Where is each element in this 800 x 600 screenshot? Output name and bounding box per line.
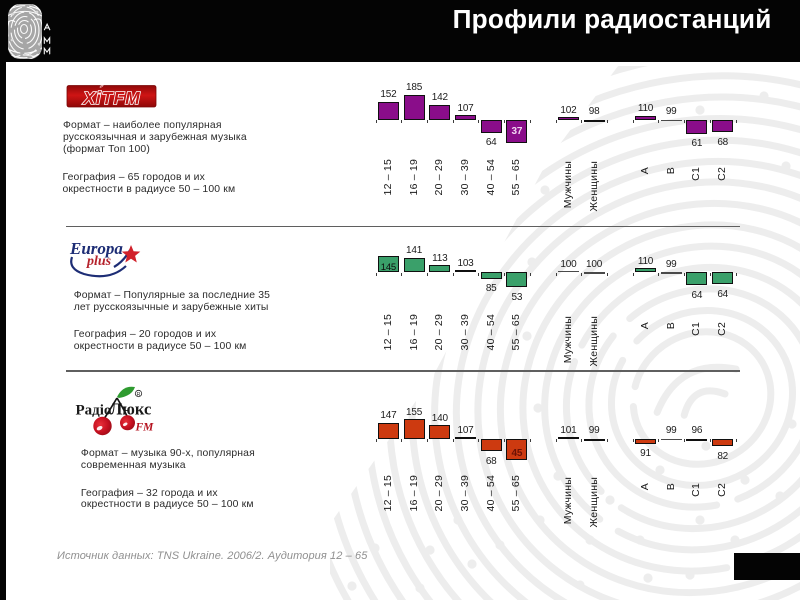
svg-text:Europa: Europa [69, 239, 123, 258]
svg-text:´: ´ [99, 85, 103, 96]
svg-text:plus: plus [86, 254, 112, 269]
svg-text:Люкс: Люкс [110, 400, 151, 419]
svg-text:FM: FM [135, 422, 155, 434]
svg-text:XiTFM: XiTFM [83, 89, 142, 109]
svg-text:XiTFM: XiTFM [82, 88, 141, 108]
svg-text:Радіо: Радіо [76, 403, 112, 419]
svg-text:R: R [137, 392, 141, 398]
